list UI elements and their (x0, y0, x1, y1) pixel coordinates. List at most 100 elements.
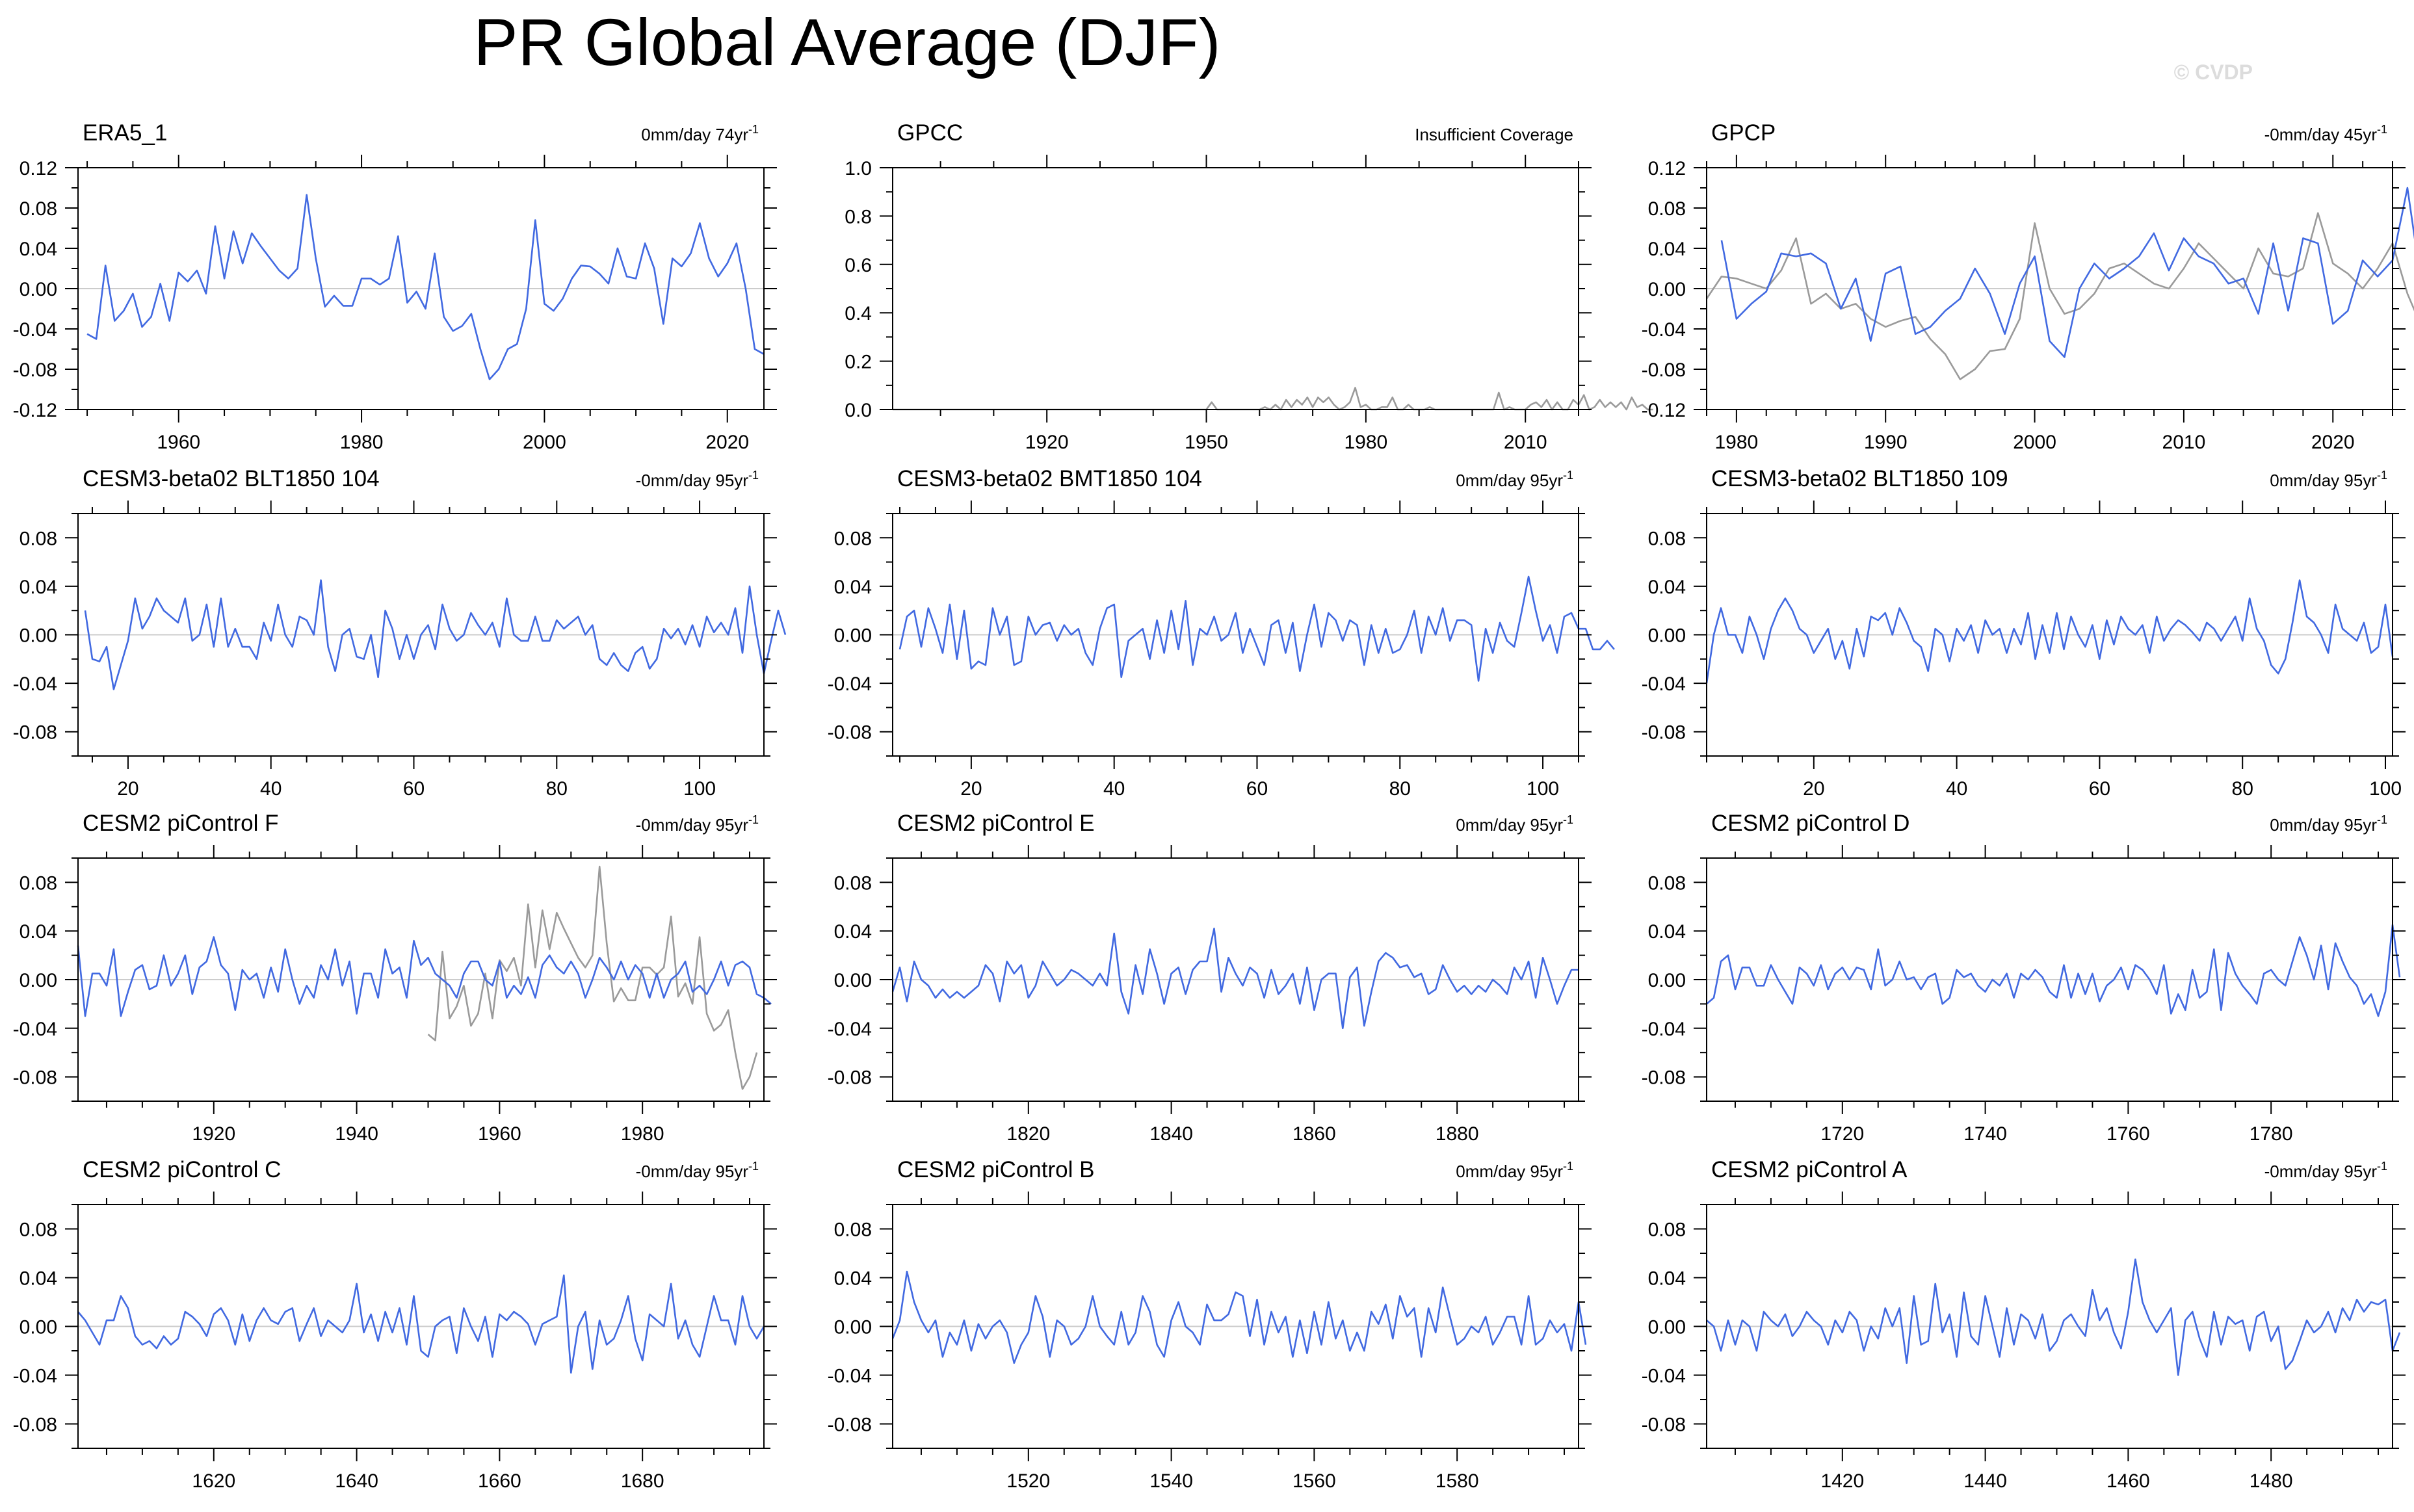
x-tick-label: 1680 (621, 1470, 664, 1492)
series-line-obs (427, 865, 758, 1090)
y-tick-label: 0.08 (1648, 198, 1686, 220)
y-tick-label: 0.08 (20, 1219, 57, 1241)
series-line-model (891, 928, 1579, 1030)
panel-11: 1420 1440 1460 1480 -0.08 -0.04 0.00 0.04 0.08 CE… (1642, 1157, 2406, 1492)
y-tick-label: 0.08 (1648, 1219, 1686, 1241)
y-tick-label: -0.12 (1642, 400, 1686, 421)
x-tick-label: 1980 (621, 1123, 664, 1145)
panel-grid: 1960 1980 2000 2020-0.12-0.08-0.040.000.040… (13, 120, 2414, 1492)
panel-title: GPCP (1711, 120, 1776, 146)
y-tick-label: -0.04 (1642, 673, 1686, 695)
y-tick-label: -0.04 (828, 1019, 872, 1040)
y-tick-label: 0.08 (834, 528, 872, 549)
panel-title: CESM2 piControl C (83, 1157, 281, 1182)
panel-9: 1620 1640 1660 1680 -0.08 -0.04 0.00 0.04 0.08 CE… (13, 1157, 777, 1492)
series-line-model (86, 194, 765, 380)
trend-label: 0mm/day 95yr-1 (1456, 813, 1573, 835)
y-tick-label: 0.08 (20, 528, 57, 549)
panel-title: CESM2 piControl B (897, 1157, 1094, 1182)
series-line-model (84, 579, 787, 690)
x-tick-label: 100 (683, 778, 716, 800)
series-line-model (1706, 1258, 2401, 1376)
y-tick-label: 0.08 (1648, 528, 1686, 549)
panel-0: 1960 1980 2000 2020 -0.12 -0.08 -0.04 0.00 0.04 0… (13, 120, 777, 453)
panel-title: ERA5_1 (83, 120, 167, 146)
x-tick-label: 1990 (1864, 432, 1908, 453)
y-tick-label: 0.00 (834, 1317, 872, 1338)
x-tick-label: 2010 (1504, 432, 1547, 453)
y-tick-label: -0.08 (1642, 722, 1686, 744)
y-tick-label: -0.04 (1642, 319, 1686, 341)
y-tick-label: -0.04 (1642, 1019, 1686, 1040)
x-tick-label: 2020 (2311, 432, 2355, 453)
y-tick-label: 0.08 (1648, 872, 1686, 894)
y-tick-label: 0.6 (845, 255, 872, 276)
y-tick-label: 0.00 (20, 625, 57, 647)
x-tick-label: 1860 (1292, 1123, 1336, 1145)
series-line-model (77, 1274, 765, 1374)
x-tick-label: 1820 (1006, 1123, 1050, 1145)
x-tick-label: 1960 (157, 432, 200, 453)
panel-1: 1920 1950 1980 2010 0.0 0.2 0.4 0.6 0.8 1.0 GPCC In… (845, 120, 1653, 453)
trend-label: 0mm/day 74yr-1 (641, 123, 759, 144)
y-tick-label: 0.08 (20, 198, 57, 220)
trend-label: 0mm/day 95yr-1 (2270, 813, 2387, 835)
x-tick-label: 1660 (478, 1470, 521, 1492)
y-tick-label: -0.08 (828, 1414, 872, 1436)
x-tick-label: 1420 (1820, 1470, 1864, 1492)
series-line-model (1705, 579, 2394, 684)
x-tick-label: 1960 (478, 1123, 521, 1145)
x-tick-label: 40 (1103, 778, 1125, 800)
x-tick-label: 60 (1246, 778, 1268, 800)
y-tick-label: -0.04 (13, 319, 57, 341)
panel-2: 1980 1990 2000 2010 2020 -0.12 -0.08 -0.04 0.00 0… (1642, 120, 2414, 453)
y-tick-label: 0.04 (20, 1268, 57, 1290)
x-tick-label: 60 (2089, 778, 2110, 800)
series-line-obs (1705, 212, 2414, 380)
watermark: © CVDP (2174, 60, 2253, 84)
y-tick-label: -0.04 (828, 1366, 872, 1387)
y-tick-label: -0.04 (13, 1366, 57, 1387)
panel-title: CESM3-beta02 BLT1850 109 (1711, 466, 2008, 491)
series-line-model (77, 936, 772, 1017)
x-tick-label: 2020 (705, 432, 749, 453)
x-tick-label: 40 (260, 778, 282, 800)
y-tick-label: 0.4 (845, 303, 872, 324)
trend-label: 0mm/day 95yr-1 (1456, 1160, 1573, 1181)
y-tick-label: -0.04 (13, 673, 57, 695)
x-tick-label: 40 (1946, 778, 1967, 800)
y-tick-label: 0.8 (845, 206, 872, 228)
trend-label: -0mm/day 45yr-1 (2264, 123, 2387, 144)
trend-label: -0mm/day 95yr-1 (636, 469, 759, 490)
x-tick-label: 2000 (523, 432, 566, 453)
x-tick-label: 80 (2232, 778, 2253, 800)
panel-5: 20 40 60 80 100 -0.08 -0.04 0.00 0.04 0.08 CESM3-b… (1642, 466, 2406, 800)
y-tick-label: 0.04 (834, 577, 872, 598)
x-tick-label: 20 (960, 778, 982, 800)
y-tick-label: 0.2 (845, 352, 872, 373)
x-tick-label: 1440 (1963, 1470, 2007, 1492)
y-tick-label: -0.12 (13, 400, 57, 421)
trend-label: Insufficient Coverage (1415, 125, 1573, 144)
y-tick-label: 0.00 (20, 1317, 57, 1338)
y-tick-label: -0.08 (13, 1067, 57, 1089)
figure-title: PR Global Average (DJF) (474, 5, 1221, 79)
x-tick-label: 1760 (2106, 1123, 2150, 1145)
y-tick-label: 0.00 (834, 625, 872, 647)
y-tick-label: 0.04 (834, 921, 872, 943)
x-tick-label: 1980 (340, 432, 384, 453)
x-tick-label: 1540 (1149, 1470, 1193, 1492)
y-tick-label: -0.04 (828, 673, 872, 695)
series-line-model (899, 575, 1615, 682)
x-tick-label: 100 (1527, 778, 1559, 800)
y-tick-label: 0.00 (1648, 279, 1686, 300)
x-tick-label: 1940 (335, 1123, 378, 1145)
x-tick-label: 80 (1389, 778, 1411, 800)
y-tick-label: 0.0 (845, 400, 872, 421)
x-tick-label: 60 (403, 778, 425, 800)
panel-title: CESM2 piControl D (1711, 811, 1909, 836)
panel-3: 20 40 60 80 100 -0.08 -0.04 0.00 0.04 0.08 CESM3-b… (13, 466, 787, 800)
y-tick-label: 1.0 (845, 158, 872, 179)
trend-label: -0mm/day 95yr-1 (2264, 1160, 2387, 1181)
